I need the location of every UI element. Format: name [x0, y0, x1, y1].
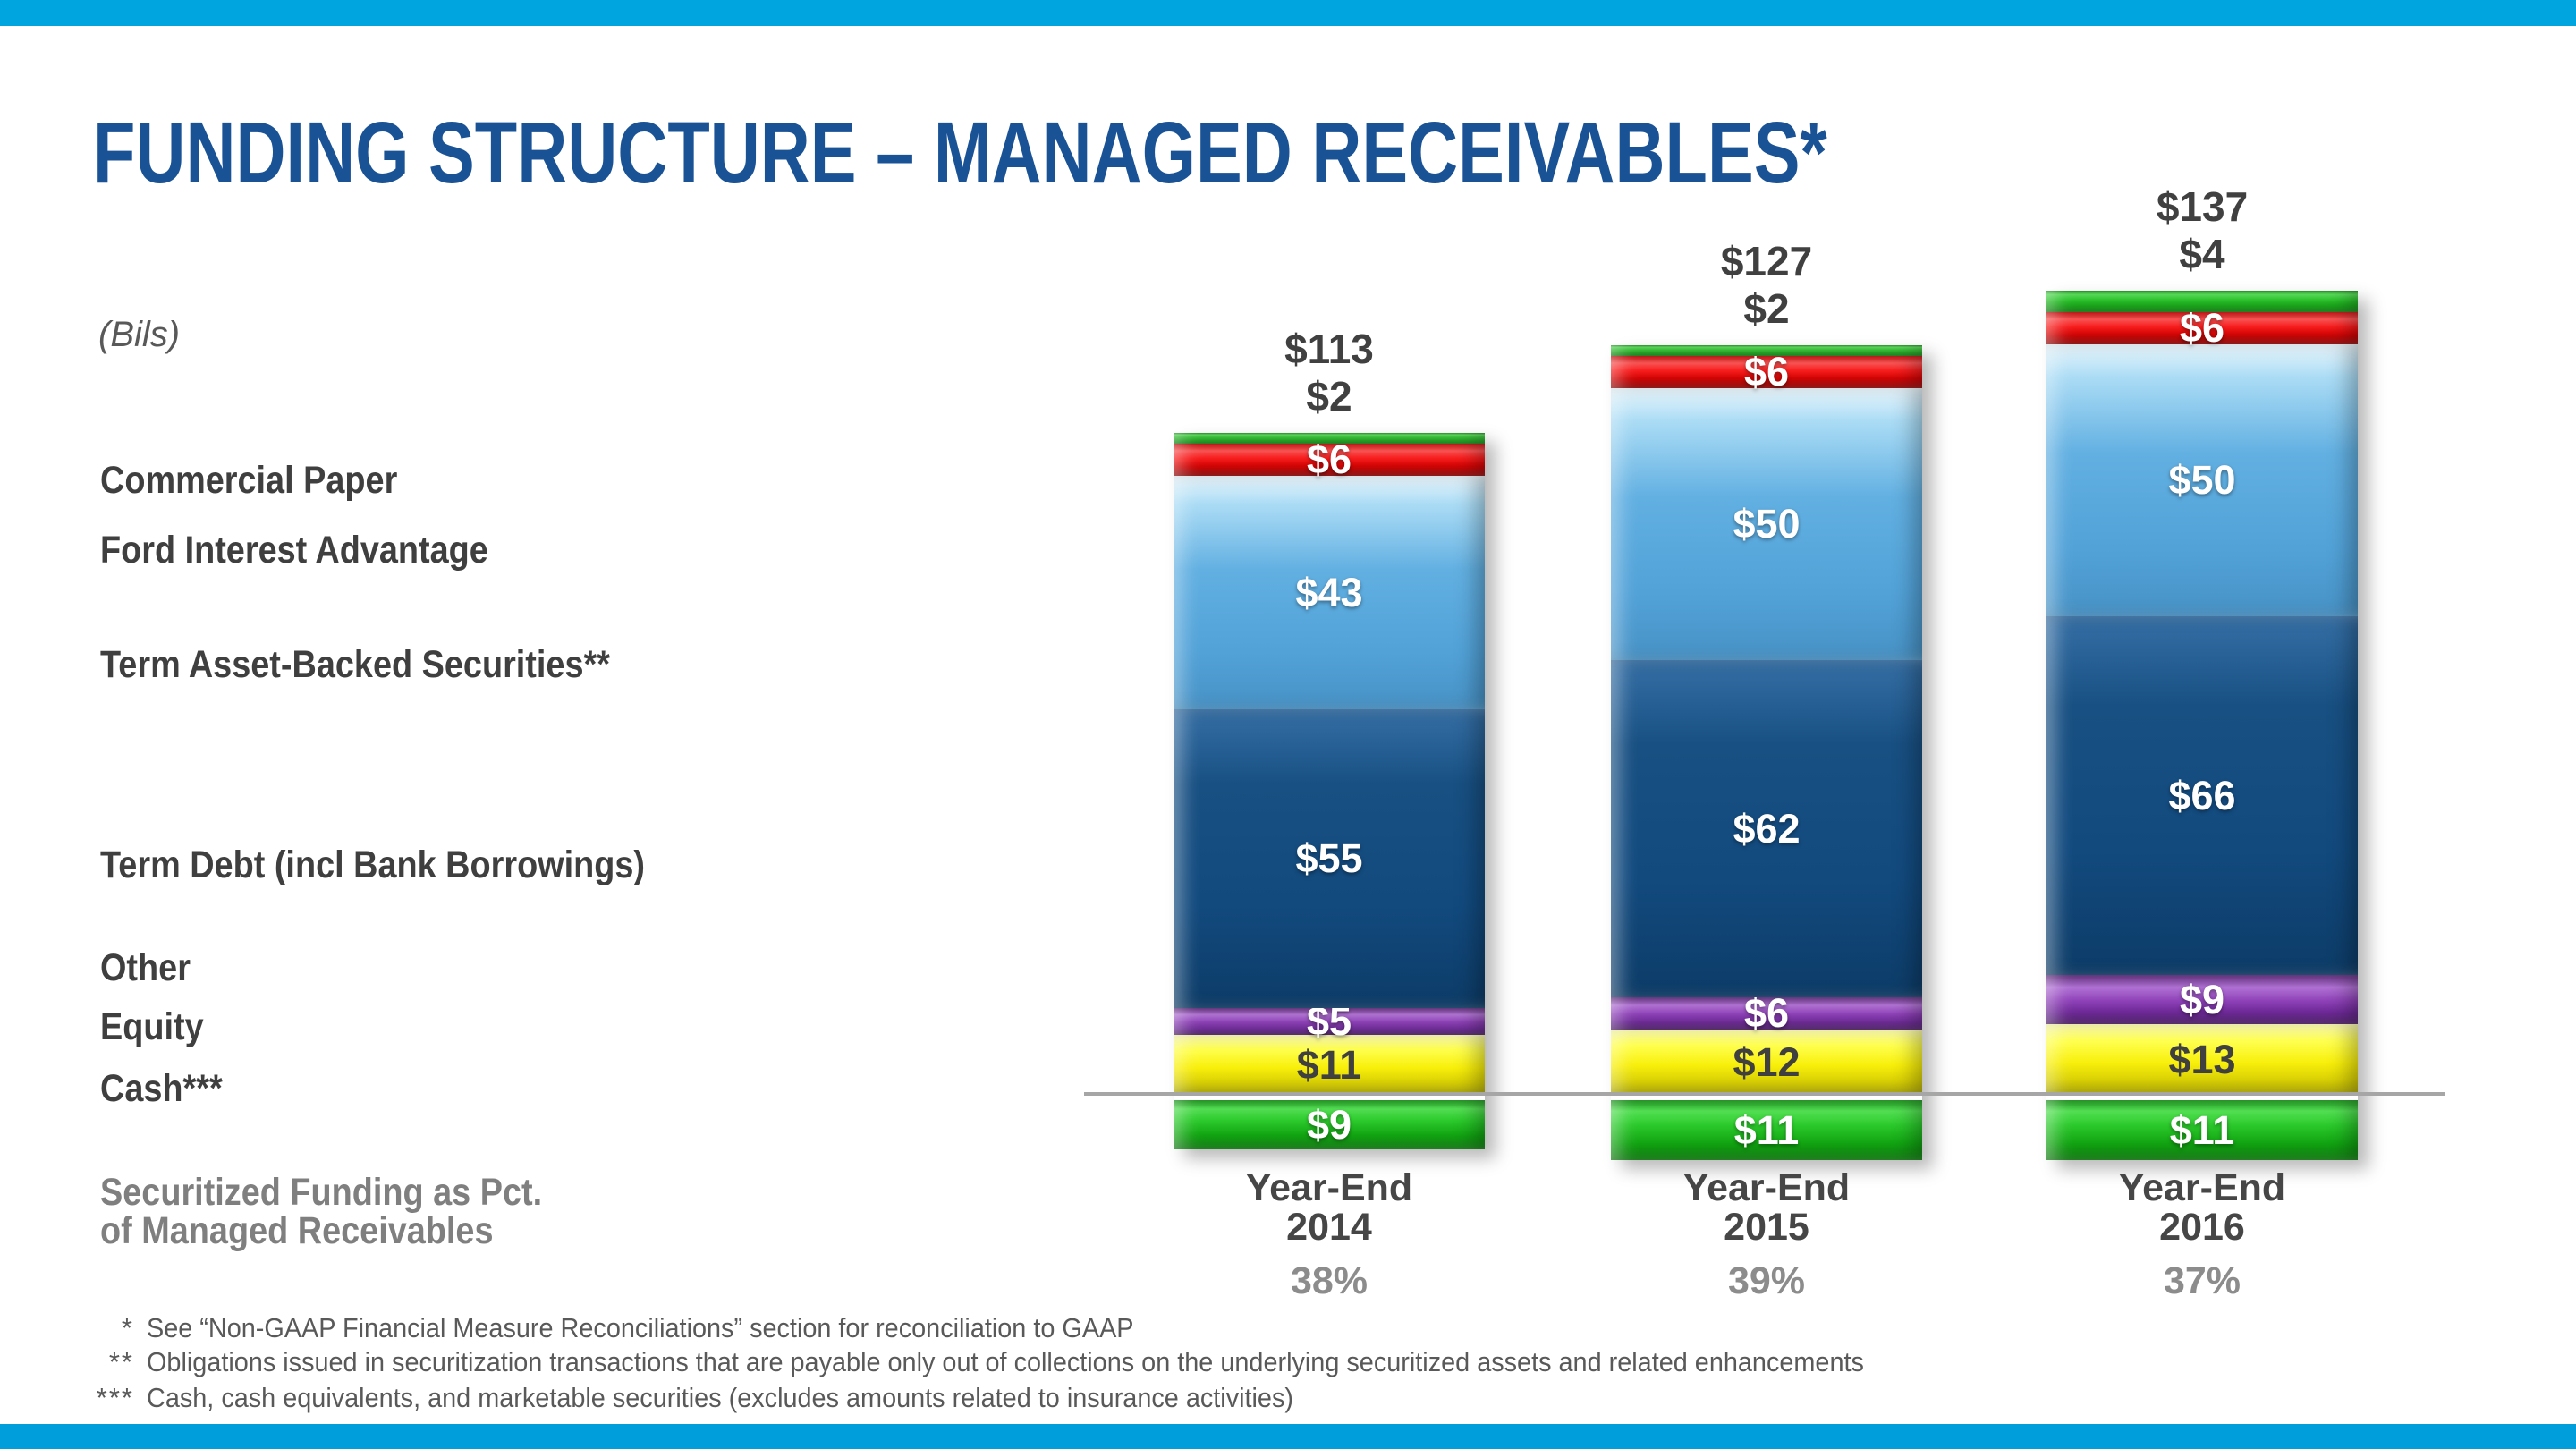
securitized-pct-label-line2: of Managed Receivables: [100, 1209, 494, 1252]
row-label-equity: Equity: [100, 1005, 204, 1048]
axis-label-line2-2016: 2016: [2159, 1206, 2245, 1249]
cp-value-label-2015: $2: [1743, 285, 1790, 332]
segment-yellow-2016: $13: [2046, 1024, 2358, 1095]
securitized-pct-value-2015: 39%: [1727, 1259, 1806, 1302]
segment-light_blue-2015: $50: [1611, 388, 1922, 660]
segment-green-2014: [1174, 433, 1485, 444]
segment-value-label: $55: [1295, 835, 1363, 881]
axis-label-line1-2016: Year-End: [2118, 1166, 2286, 1209]
segment-cash-2015: $11: [1611, 1100, 1922, 1160]
segment-value-label: $6: [1306, 436, 1352, 482]
segment-light_blue-2014: $43: [1174, 476, 1485, 709]
segment-cash-2016: $11: [2046, 1100, 2358, 1160]
segment-value-label: $6: [2179, 305, 2225, 351]
footnote-text: Cash, cash equivalents, and marketable s…: [147, 1382, 1293, 1413]
segment-value-label: $11: [1296, 1041, 1362, 1088]
segment-purple-2016: $9: [2046, 975, 2358, 1024]
cp-value-label-2014: $2: [1306, 373, 1352, 419]
total-label-2015: $127: [1720, 238, 1813, 284]
footnote-marker: ***: [96, 1382, 134, 1413]
segment-light_blue-2016: $50: [2046, 344, 2358, 616]
row-label-term-abs: Term Asset-Backed Securities**: [100, 643, 610, 686]
total-label-2016: $137: [2156, 183, 2249, 230]
segment-value-label: $50: [1733, 501, 1801, 547]
bottom-accent-strip: [0, 1424, 2576, 1449]
axis-baseline: [1084, 1092, 2445, 1096]
segment-value-label: $50: [2168, 457, 2236, 503]
segment-purple-2014: $5: [1174, 998, 1485, 1044]
footnote-row: *** Cash, cash equivalents, and marketab…: [0, 1381, 1379, 1415]
footnote-marker: *: [121, 1312, 134, 1343]
row-label-cash: Cash***: [100, 1067, 223, 1110]
segment-cash-2014: $9: [1174, 1100, 1485, 1149]
segment-value-label: $12: [1733, 1038, 1801, 1085]
row-label-other: Other: [100, 946, 191, 989]
axis-label-line1-2014: Year-End: [1245, 1166, 1413, 1209]
segment-value-label: $62: [1733, 805, 1801, 852]
footnote-marker: **: [108, 1346, 134, 1377]
securitized-pct-value-2016: 37%: [2163, 1259, 2241, 1302]
footnote-row: ** Obligations issued in securitization …: [0, 1345, 1993, 1379]
row-label-term-debt: Term Debt (incl Bank Borrowings): [100, 843, 646, 886]
footnote-text: See “Non-GAAP Financial Measure Reconcil…: [147, 1312, 1134, 1343]
segment-dark_blue-2016: $66: [2046, 616, 2358, 975]
segment-yellow-2014: $11: [1174, 1035, 1485, 1095]
axis-label-line2-2014: 2014: [1286, 1206, 1372, 1249]
segment-yellow-2015: $12: [1611, 1030, 1922, 1095]
segment-value-label: $9: [1306, 1101, 1352, 1148]
segment-dark_blue-2015: $62: [1611, 660, 1922, 997]
securitized-pct-value-2014: 38%: [1290, 1259, 1368, 1302]
total-label-2014: $113: [1284, 326, 1374, 372]
cp-value-label-2016: $4: [2179, 231, 2225, 277]
segment-value-label: $13: [2168, 1036, 2236, 1082]
row-label-commercial-paper: Commercial Paper: [100, 459, 398, 502]
segment-red-2014: $6: [1174, 436, 1485, 482]
segment-value-label: $6: [1743, 349, 1790, 394]
segment-purple-2015: $6: [1611, 990, 1922, 1036]
segment-value-label: $66: [2168, 772, 2236, 818]
axis-label-line1-2015: Year-End: [1682, 1166, 1851, 1209]
segment-red-2016: $6: [2046, 305, 2358, 351]
row-label-ford-interest-advantage: Ford Interest Advantage: [100, 529, 488, 572]
segment-value-label: $43: [1295, 569, 1363, 615]
segment-value-label: $6: [1743, 990, 1790, 1036]
segment-value-label: $9: [2179, 976, 2225, 1022]
axis-label-line2-2015: 2015: [1724, 1206, 1809, 1249]
top-accent-strip: [0, 0, 2576, 26]
segment-value-label: $11: [1733, 1106, 1800, 1153]
footnote-text: Obligations issued in securitization tra…: [147, 1346, 1864, 1377]
securitized-pct-label-line1: Securitized Funding as Pct.: [100, 1171, 543, 1214]
page-title: FUNDING STRUCTURE – MANAGED RECEIVABLES*: [93, 104, 1827, 201]
segment-green-2015: [1611, 345, 1922, 356]
units-label: (Bils): [98, 315, 181, 354]
segment-value-label: $11: [2169, 1106, 2235, 1153]
segment-dark_blue-2014: $55: [1174, 709, 1485, 1008]
segment-red-2015: $6: [1611, 349, 1922, 394]
segment-green-2016: [2046, 291, 2358, 312]
footnote-row: * See “Non-GAAP Financial Measure Reconc…: [0, 1311, 1208, 1345]
